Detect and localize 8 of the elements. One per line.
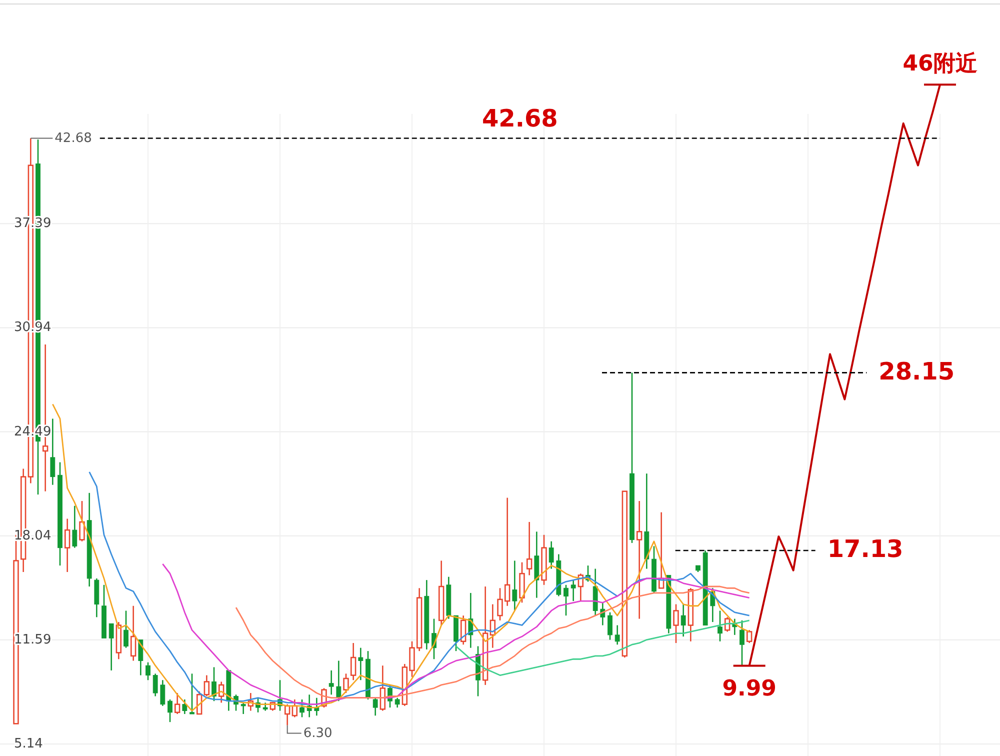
annotation: 6.30 (303, 726, 332, 741)
ref-line-label: 42.68 (482, 104, 558, 132)
annotation: 46附近 (902, 52, 978, 77)
annotation: 42.68 (54, 130, 92, 146)
y-tick-label: 5.14 (14, 736, 43, 752)
ref-line-label: 28.15 (878, 357, 955, 386)
annotation: 9.99 (722, 676, 776, 702)
ref-line-label: 17.13 (827, 535, 904, 564)
